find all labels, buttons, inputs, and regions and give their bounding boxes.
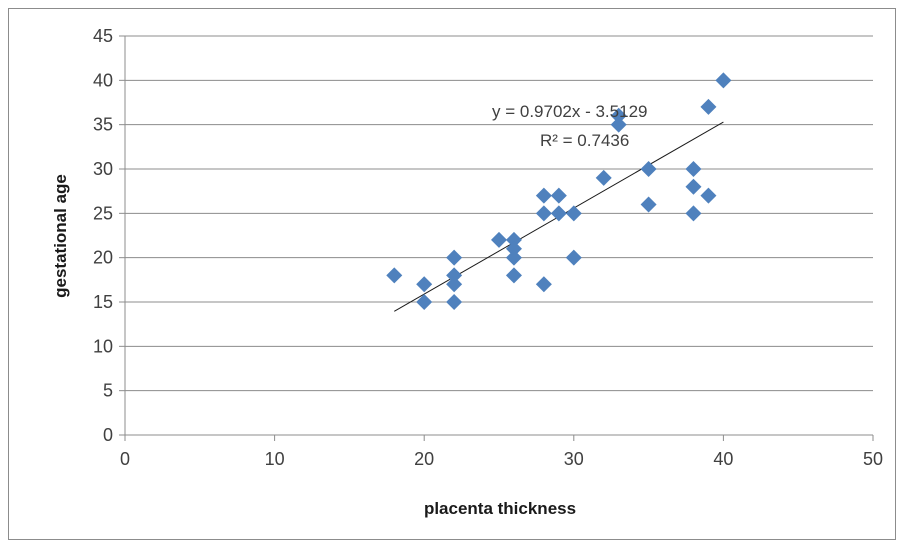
data-point xyxy=(715,72,732,89)
y-tick-label: 40 xyxy=(93,70,113,90)
data-point xyxy=(565,205,582,222)
data-point xyxy=(610,107,627,124)
y-tick-label: 35 xyxy=(93,115,113,135)
data-point xyxy=(505,231,522,248)
x-tick-label: 10 xyxy=(265,449,285,469)
data-points xyxy=(386,72,732,310)
data-point xyxy=(505,249,522,266)
y-axis-title: gestational age xyxy=(51,174,70,298)
x-tick-label: 20 xyxy=(414,449,434,469)
x-tick-label: 0 xyxy=(120,449,130,469)
data-point xyxy=(446,294,463,310)
data-point xyxy=(535,205,552,222)
x-tick-label: 30 xyxy=(564,449,584,469)
trendline-r-squared: R² = 0.7436 xyxy=(540,131,629,150)
data-point xyxy=(640,161,657,177)
y-tick-label: 15 xyxy=(93,292,113,312)
data-point xyxy=(535,187,552,204)
y-tick-label: 25 xyxy=(93,203,113,223)
trendline-equation: y = 0.9702x - 3.5129 xyxy=(492,102,647,121)
y-tick-label: 10 xyxy=(93,336,113,356)
data-point xyxy=(595,169,612,186)
x-tick-labels: 0 10 20 30 40 50 xyxy=(120,449,883,469)
data-point xyxy=(446,249,463,266)
data-point xyxy=(491,231,507,248)
data-point xyxy=(565,249,582,266)
data-point xyxy=(550,205,567,222)
data-point xyxy=(505,267,522,284)
data-point xyxy=(610,116,627,133)
data-point xyxy=(700,98,717,115)
grid-lines xyxy=(125,35,873,392)
data-point xyxy=(416,294,433,310)
y-tick-label: 45 xyxy=(93,26,113,46)
data-point xyxy=(685,205,702,222)
y-tick-labels: 0 5 10 15 20 25 30 35 40 45 xyxy=(93,26,113,445)
data-point xyxy=(685,178,702,195)
x-tick-label: 50 xyxy=(863,449,883,469)
y-tick-label: 0 xyxy=(103,425,113,445)
data-point xyxy=(535,276,552,293)
y-tick-label: 5 xyxy=(103,381,113,401)
data-point xyxy=(550,187,567,204)
axes xyxy=(119,35,874,441)
x-axis-title: placenta thickness xyxy=(424,499,576,518)
x-tick-label: 40 xyxy=(713,449,733,469)
data-point xyxy=(685,161,702,177)
data-point xyxy=(446,276,463,293)
y-tick-label: 30 xyxy=(93,159,113,179)
data-point xyxy=(505,240,522,257)
data-point xyxy=(700,187,717,204)
y-tick-label: 20 xyxy=(93,248,113,268)
data-point xyxy=(386,267,403,284)
data-point xyxy=(416,276,433,293)
data-point xyxy=(446,267,463,284)
data-point xyxy=(640,196,657,213)
